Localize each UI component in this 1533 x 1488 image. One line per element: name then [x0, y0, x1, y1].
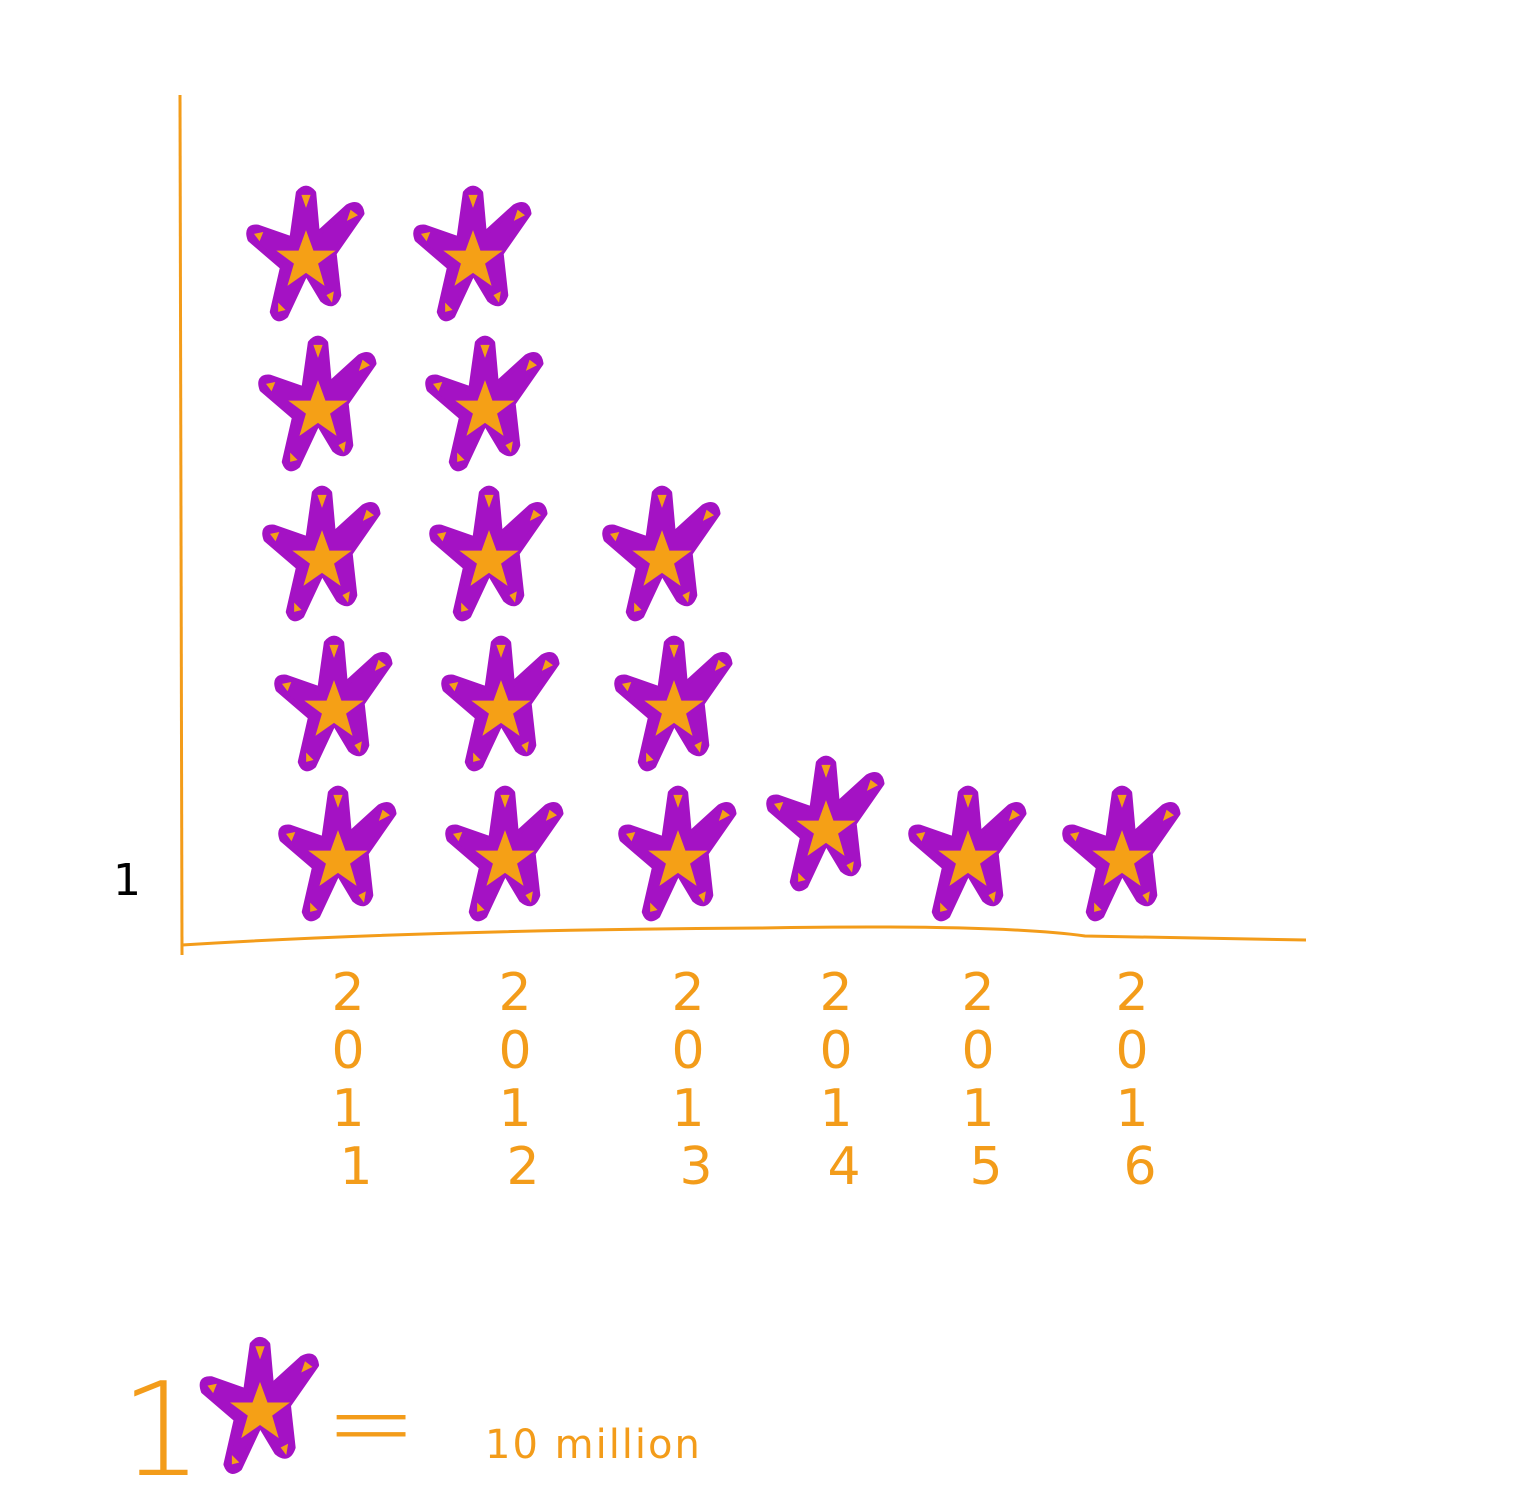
legend-count: 1: [120, 1354, 203, 1488]
starfish-icon: [1065, 788, 1178, 918]
legend-starfish-icon: [202, 1340, 316, 1471]
starfish-icon: [416, 188, 529, 318]
starfish-icon: [621, 788, 734, 918]
y-tick-label: 1: [113, 855, 141, 906]
x-axis: [181, 925, 1307, 947]
starfish-icon: [605, 488, 718, 618]
starfish-icon: [265, 488, 378, 618]
x-tick-labels: 2 0 1 1 2 0 1 2 2 0 1 3 2 0 1 4 2 0 1 5 2 0 1 6: [331, 963, 1156, 1197]
starfish-icon: [428, 338, 541, 468]
starfish-icon: [277, 638, 390, 768]
legend-value-label: 10 million: [485, 1422, 702, 1468]
starfish-icon: [617, 638, 730, 768]
icons-layer: [249, 188, 1178, 918]
legend-equals: =: [325, 1358, 417, 1486]
starfish-icon: [769, 758, 882, 888]
starfish-icon: [444, 638, 557, 768]
starfish-icon: [432, 488, 545, 618]
starfish-icon: [281, 788, 394, 918]
starfish-icon: [448, 788, 561, 918]
y-axis: [178, 94, 184, 956]
starfish-icon: [249, 188, 362, 318]
legend: 1 = 10 million: [120, 1340, 702, 1488]
starfish-icon: [911, 788, 1024, 918]
starfish-icon: [261, 338, 374, 468]
